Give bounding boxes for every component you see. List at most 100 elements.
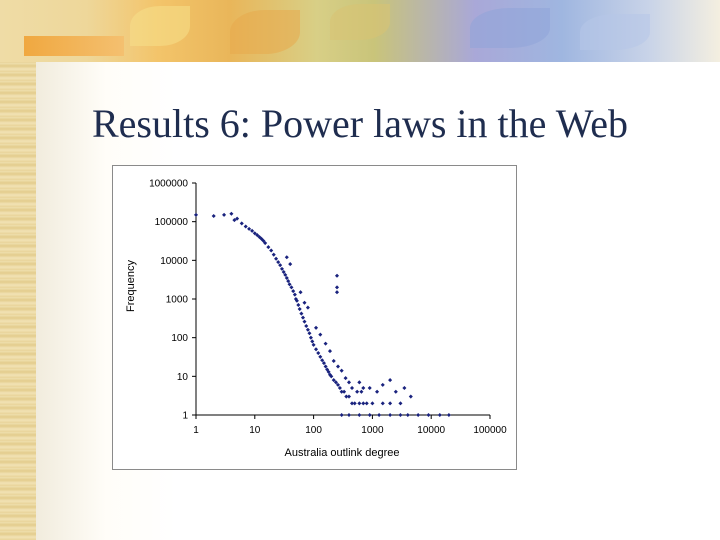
data-point [349,401,355,406]
data-point [284,275,289,280]
data-point [250,228,255,233]
data-point [342,389,347,394]
data-point [296,302,301,308]
data-point [357,380,362,385]
y-tick-label: 100000 [155,217,189,228]
slide-title: Results 6: Power laws in the Web [92,101,628,146]
data-point [327,349,333,354]
data-point [281,269,286,274]
y-tick-label: 1000 [166,295,189,306]
data-point [257,235,262,240]
data-point [308,335,313,340]
data-point [380,382,385,387]
data-point [355,389,360,394]
data-point [361,401,366,406]
data-point [375,389,380,394]
data-point [325,367,330,372]
data-point [402,385,407,390]
data-point [388,412,393,418]
data-point [333,380,338,385]
data-point [252,231,257,236]
data-point [339,412,344,418]
data-point [311,342,316,347]
data-point [426,412,431,418]
data-point [346,394,352,399]
y-axis: 1 10 100 1000 10000 100000 1000000 [149,179,197,422]
accent-bar [24,36,124,56]
data-point [289,285,294,290]
x-tick-label: 1000 [361,425,384,436]
data-point [302,300,307,305]
data-point [446,412,451,418]
y-tick-label: 10 [177,372,189,383]
data-point [263,241,268,246]
y-tick-label: 1000000 [149,179,188,190]
data-point [279,266,285,271]
data-points [193,211,451,418]
left-texture-strip [0,0,36,540]
data-point [247,226,252,231]
data-point [359,389,364,394]
data-point [349,385,355,390]
data-point [323,364,328,369]
data-point [352,401,357,406]
data-point [346,412,352,418]
data-point [329,374,334,379]
data-point [398,412,403,418]
data-point [284,255,289,260]
leaf-decoration [470,8,550,48]
data-point [307,331,312,336]
data-point [343,376,348,381]
chart-frame: 1 10 100 1000 10000 100000 1000000 1 10 100 1000 1… [112,165,517,470]
data-point [299,311,304,316]
data-point [255,233,260,238]
x-tick-label: 10 [249,425,261,436]
data-point [377,412,382,418]
x-tick-label: 100000 [473,425,507,436]
data-point [229,211,234,216]
data-point [298,290,303,295]
data-point [193,212,199,217]
x-tick-label: 100 [305,425,322,436]
data-point [291,289,296,294]
data-point [416,412,421,418]
leaf-decoration [580,14,650,50]
data-point [211,213,216,219]
leaf-decoration [130,6,190,46]
y-axis-label: Frequency [125,260,137,312]
data-point [232,218,237,223]
data-point [367,385,372,390]
data-point [305,305,310,310]
data-point [339,368,344,373]
data-point [235,216,240,221]
data-point [318,332,323,337]
data-point [346,380,352,385]
data-point [239,221,244,226]
data-point [323,341,328,346]
data-point [305,327,310,332]
y-tick-label: 10000 [160,256,188,267]
data-point [335,364,341,369]
data-point [243,224,248,229]
data-point [314,325,319,330]
data-point [320,358,325,363]
data-point [388,378,393,383]
data-point [334,273,340,278]
data-point [437,412,442,418]
y-tick-label: 100 [171,333,188,344]
data-point [278,263,283,268]
data-point [286,279,291,284]
data-point [304,324,309,329]
data-point [334,290,340,295]
data-point [357,401,362,406]
data-point [388,401,393,406]
data-point [288,262,293,267]
x-tick-label: 10000 [417,425,445,436]
data-point [364,401,369,406]
data-point [294,298,299,303]
y-tick-label: 1 [182,411,188,422]
x-axis-label: Australia outlink degree [285,447,400,459]
scatter-chart: 1 10 100 1000 10000 100000 1000000 1 10 100 1000 1… [125,179,507,460]
data-point [337,385,342,390]
data-point [287,282,292,287]
